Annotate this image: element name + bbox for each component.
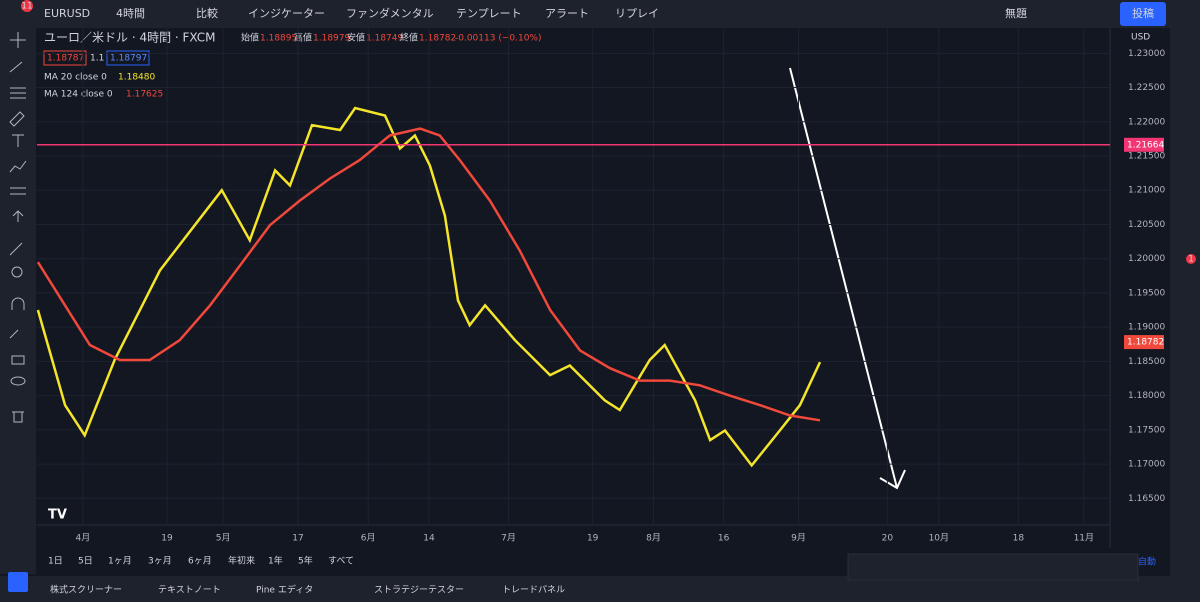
open: 1.18895 bbox=[260, 34, 297, 44]
bid-box bbox=[43, 50, 87, 66]
x-tick-label: 8月 bbox=[646, 533, 661, 544]
fundamentals[interactable]: ファンダメンタル bbox=[346, 6, 434, 20]
right-sidebar bbox=[1170, 0, 1200, 602]
watermark-logo: TV bbox=[48, 508, 67, 523]
bottom-tab[interactable]: テキストノート bbox=[158, 585, 221, 596]
templates[interactable]: テンプレート bbox=[456, 7, 522, 20]
x-tick-label: 17 bbox=[292, 534, 303, 544]
ma-line bbox=[36, 106, 822, 468]
side-badge bbox=[1186, 254, 1196, 264]
bottom-tab[interactable]: トレードパネル bbox=[502, 585, 565, 596]
ma-line bbox=[36, 127, 821, 422]
y-tick-label: 1.21500 bbox=[1128, 152, 1165, 162]
y-tick-label: 1.18000 bbox=[1128, 391, 1165, 401]
range-button[interactable]: 1日 bbox=[48, 556, 63, 567]
left-icons bbox=[9, 32, 27, 423]
range-button[interactable]: 1年 bbox=[268, 555, 283, 567]
currency[interactable]: USD bbox=[1131, 33, 1150, 43]
publish-button[interactable] bbox=[1120, 2, 1166, 26]
range-button[interactable]: 6ヶ月 bbox=[188, 556, 212, 567]
y-tick-label: 1.23000 bbox=[1128, 49, 1165, 59]
side-badge-text: 1 bbox=[1188, 255, 1194, 265]
symbol[interactable]: EURUSD bbox=[44, 7, 90, 20]
legend-title: ユーロ／米ドル · 4時間 · FXCM bbox=[44, 31, 216, 45]
drawing-toolbar bbox=[847, 553, 1139, 581]
y-tick-label: 1.18500 bbox=[1128, 357, 1165, 367]
bid: 1.18787 bbox=[47, 54, 84, 64]
y-tick-label: 1.16500 bbox=[1128, 494, 1165, 504]
bottom-tab[interactable]: ストラテジーテスター bbox=[374, 585, 464, 596]
top-toolbar bbox=[0, 0, 1200, 28]
x-tick-label: 7月 bbox=[501, 533, 516, 544]
range-button[interactable]: 3ヶ月 bbox=[148, 556, 172, 567]
range-button[interactable]: 1ヶ月 bbox=[108, 556, 132, 567]
x-tick-label: 6月 bbox=[361, 533, 376, 544]
y-tick-label: 1.22000 bbox=[1128, 117, 1165, 127]
trend-arrow bbox=[789, 67, 906, 490]
x-tick-label: 19 bbox=[587, 534, 599, 544]
ma124-value: 1.17625 bbox=[126, 90, 163, 100]
x-tick-label: 18 bbox=[1013, 534, 1025, 544]
range-button[interactable]: 5日 bbox=[78, 556, 93, 567]
hline-label: 1.21664 bbox=[1127, 140, 1164, 150]
range-button[interactable]: 年初来 bbox=[228, 555, 255, 567]
close-label: 終値 bbox=[400, 32, 418, 44]
alert[interactable]: アラート bbox=[545, 7, 589, 20]
replay[interactable]: リプレイ bbox=[615, 7, 659, 20]
notification-badge bbox=[21, 0, 33, 12]
change: -0.00113 (−0.10%) bbox=[455, 34, 541, 44]
y-tick-label: 1.17000 bbox=[1128, 460, 1165, 470]
y-tick-label: 1.20500 bbox=[1128, 220, 1165, 230]
high: 1.18979 bbox=[313, 34, 350, 44]
x-tick-label: 19 bbox=[161, 534, 173, 544]
low: 1.18749 bbox=[366, 34, 403, 44]
y-tick-label: 1.21000 bbox=[1128, 186, 1165, 196]
x-tick-label: 9月 bbox=[791, 533, 806, 544]
svg-text:TV: TV bbox=[48, 508, 67, 523]
fav-star[interactable] bbox=[8, 572, 28, 592]
y-tick-label: 1.19500 bbox=[1128, 288, 1165, 298]
y-tick-label: 1.20000 bbox=[1128, 254, 1165, 264]
x-tick-label: 4月 bbox=[75, 533, 90, 544]
x-tick-label: 20 bbox=[882, 534, 894, 544]
range-button[interactable]: 5年 bbox=[298, 555, 313, 567]
ma20-label: MA 20 close 0 bbox=[44, 73, 107, 83]
x-tick-label: 16 bbox=[718, 534, 730, 544]
x-tick-label: 11月 bbox=[1074, 533, 1094, 544]
indicators[interactable]: インジケーター bbox=[248, 7, 325, 20]
low-label: 安値 bbox=[347, 32, 365, 44]
range-button[interactable]: すべて bbox=[328, 556, 354, 567]
spread: 1.1 bbox=[90, 54, 104, 64]
y-tick-label: 1.22500 bbox=[1128, 83, 1165, 93]
y-tick-label: 1.19000 bbox=[1128, 323, 1165, 333]
ask-box bbox=[106, 50, 150, 66]
ask: 1.18797 bbox=[110, 54, 147, 64]
x-tick-label: 10月 bbox=[929, 533, 949, 544]
ma124-label: MA 124 close 0 bbox=[44, 90, 113, 100]
layout-name[interactable]: 無題 bbox=[1005, 6, 1027, 20]
open-label: 始値 bbox=[241, 32, 259, 44]
x-tick-label: 14 bbox=[423, 534, 435, 544]
compare[interactable]: 比較 bbox=[196, 6, 218, 20]
auto-scale[interactable]: 自動 bbox=[1138, 556, 1156, 568]
publish-label[interactable]: 投稿 bbox=[1132, 6, 1154, 20]
left-toolbar bbox=[0, 28, 36, 574]
ma20-value: 1.18480 bbox=[118, 73, 155, 83]
interval[interactable]: 4時間 bbox=[116, 7, 145, 20]
bottom-tab[interactable]: Pine エディタ bbox=[256, 584, 313, 596]
hline-label-bg bbox=[1124, 137, 1164, 152]
last-price-label: 1.18782 bbox=[1127, 338, 1164, 348]
high-label: 高値 bbox=[294, 32, 312, 44]
close: 1.18782 bbox=[419, 34, 456, 44]
y-tick-label: 1.17500 bbox=[1128, 425, 1165, 435]
badge-text: 11 bbox=[21, 2, 32, 12]
x-tick-label: 5月 bbox=[216, 533, 231, 544]
last-price-bg bbox=[1124, 335, 1164, 350]
bottom-tab[interactable]: 株式スクリーナー bbox=[50, 584, 122, 596]
